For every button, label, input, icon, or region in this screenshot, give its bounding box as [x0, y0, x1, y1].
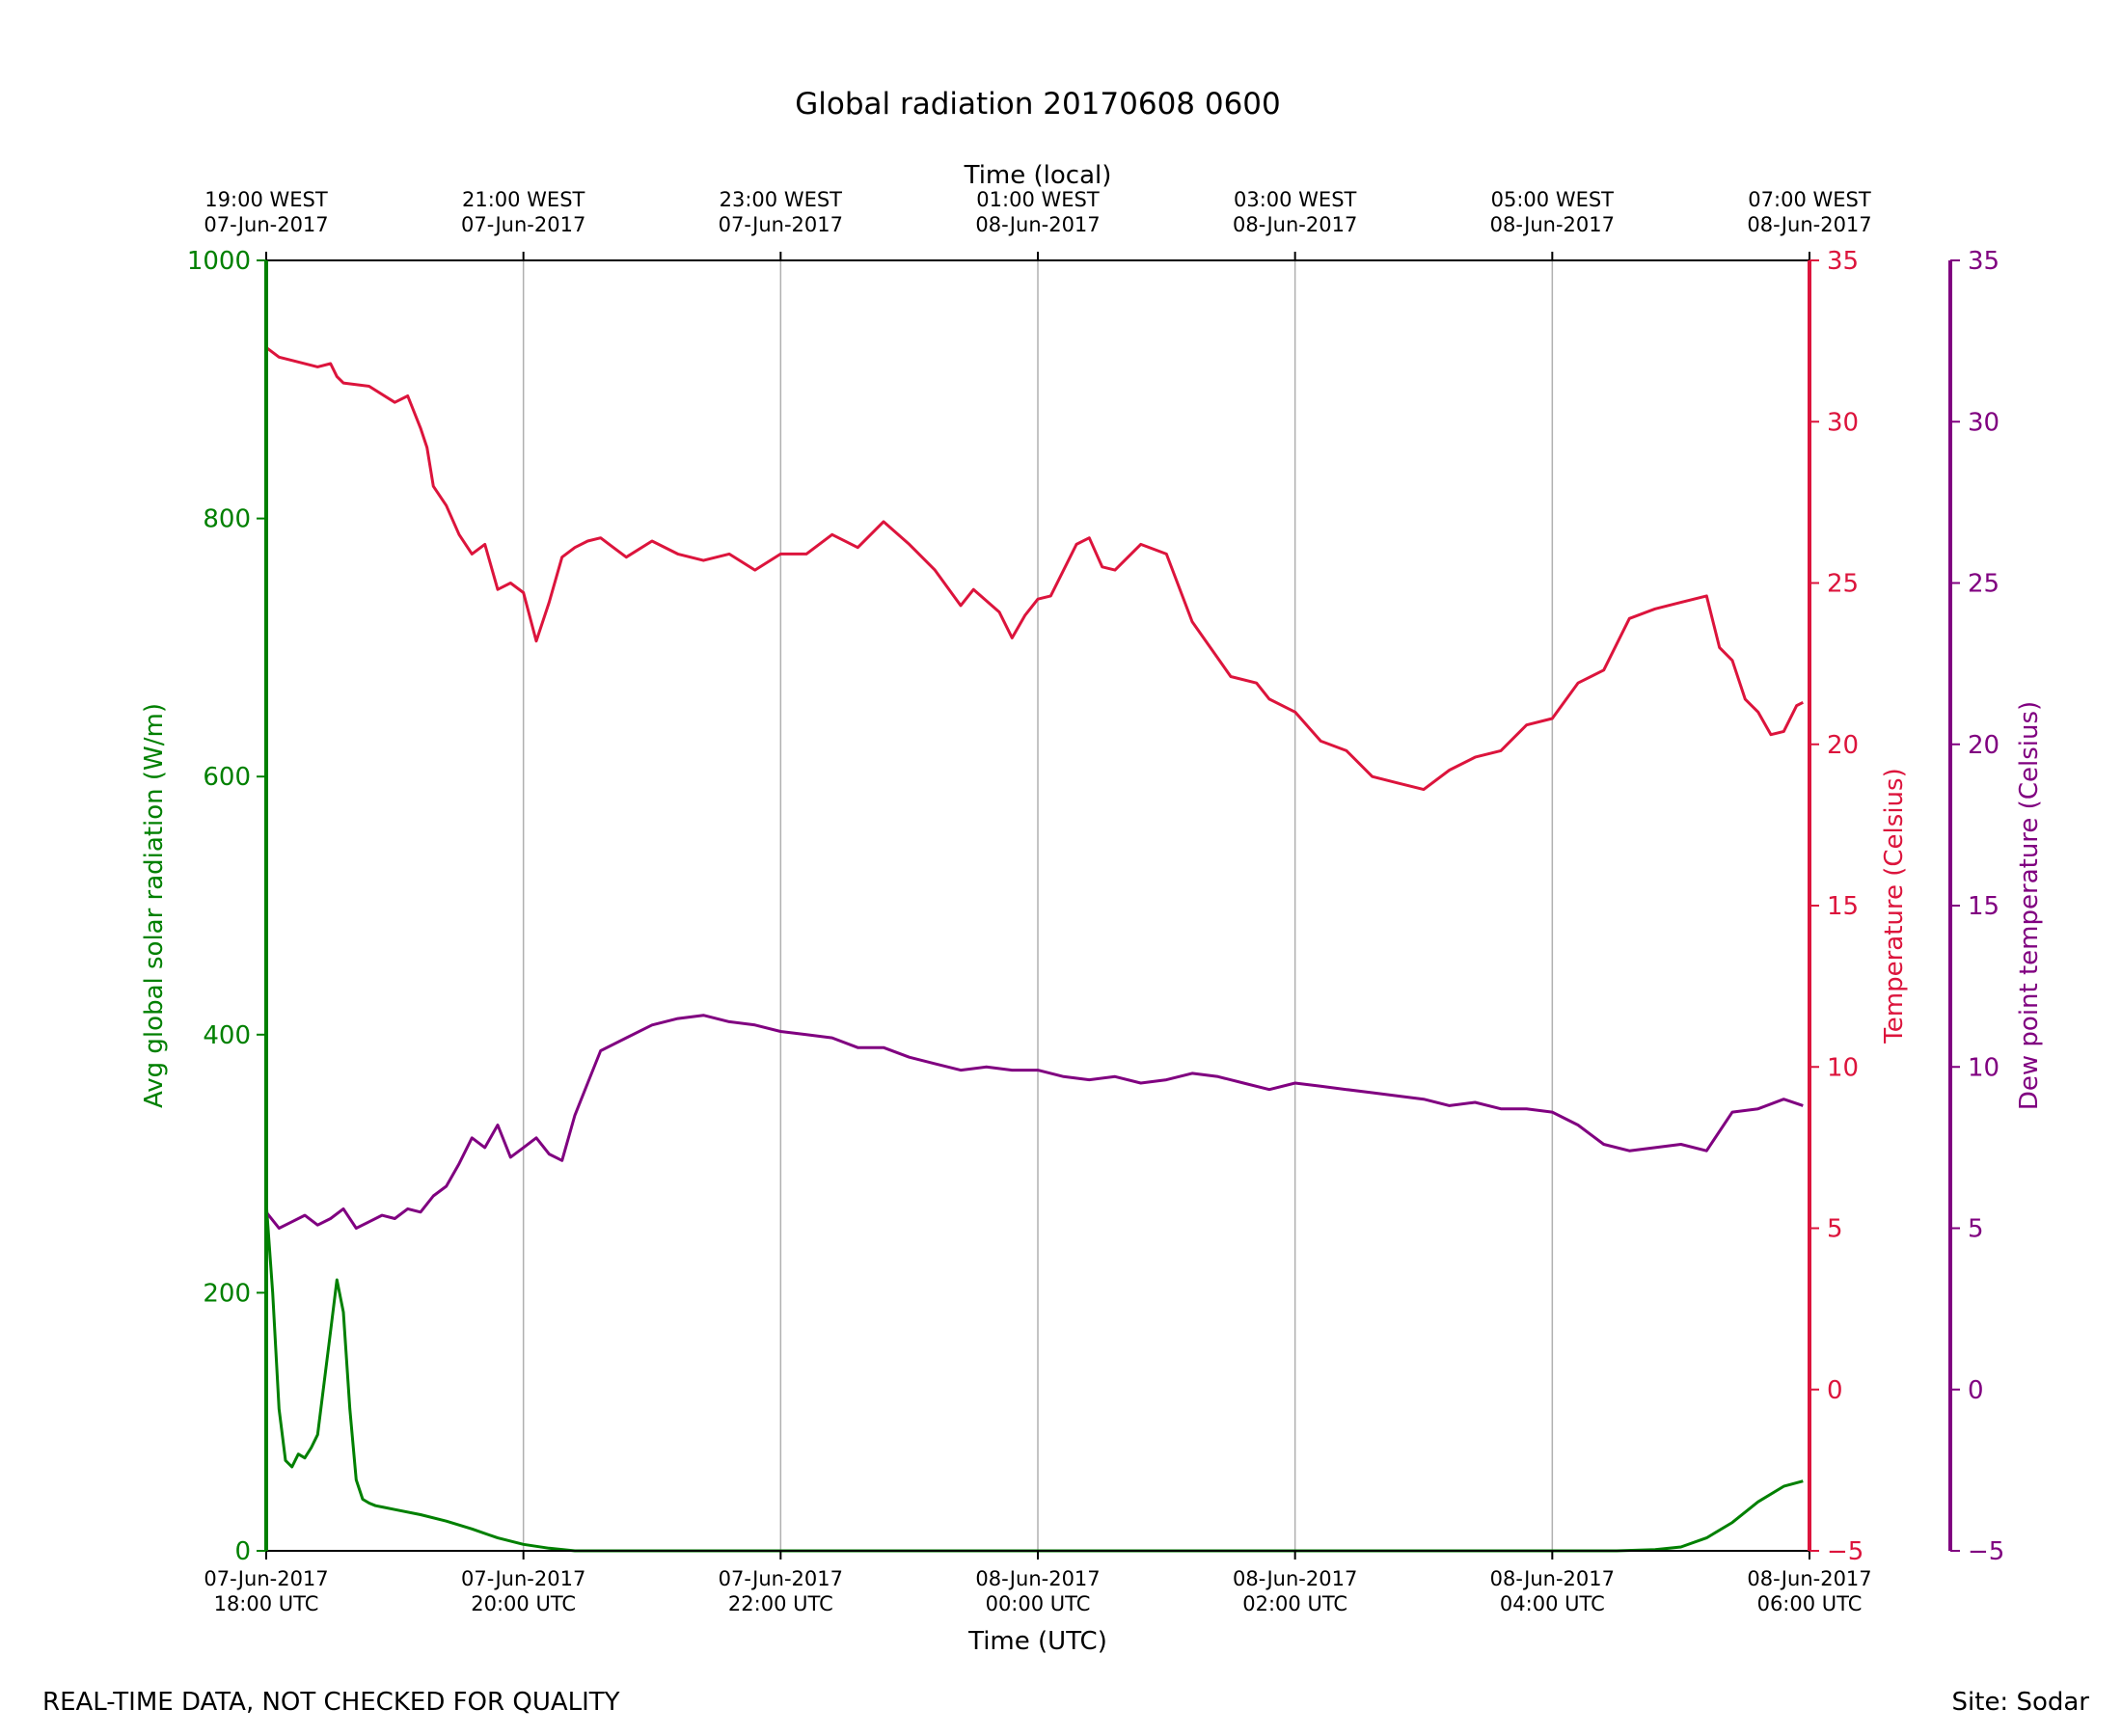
- dewpoint-axis-label: Dew point temperature (Celsius): [2015, 701, 2044, 1110]
- top-tick-time: 23:00 WEST: [720, 188, 843, 211]
- radiation-line: [264, 1202, 1804, 1553]
- bottom-tick-date: 08-Jun-2017: [1747, 1567, 1871, 1590]
- bottom-axis-label: Time (UTC): [967, 1627, 1107, 1656]
- bottom-tick-date: 08-Jun-2017: [1233, 1567, 1357, 1590]
- bottom-tick-time: 06:00 UTC: [1757, 1592, 1863, 1615]
- dewpoint-tick-label: −5: [1968, 1537, 2004, 1566]
- temperature-tick-label: 5: [1827, 1215, 1843, 1244]
- radiation-axis-label: Avg global solar radiation (W/m): [140, 703, 169, 1108]
- temperature-tick-label: 25: [1827, 570, 1859, 599]
- top-tick-date: 07-Jun-2017: [461, 213, 585, 236]
- series-lines: [264, 346, 1804, 1553]
- bottom-tick-time: 02:00 UTC: [1242, 1592, 1347, 1615]
- radiation-tick-label: 0: [234, 1537, 251, 1566]
- bottom-tick-time: 00:00 UTC: [986, 1592, 1091, 1615]
- dewpoint-tick-label: 15: [1968, 892, 2000, 921]
- bottom-tick-time: 04:00 UTC: [1500, 1592, 1605, 1615]
- dewpoint-tick-label: 10: [1968, 1053, 2000, 1082]
- dewpoint-tick-label: 20: [1968, 731, 2000, 760]
- top-tick-time: 05:00 WEST: [1491, 188, 1615, 211]
- temperature-tick-label: 15: [1827, 892, 1859, 921]
- temperature-axis-label: Temperature (Celsius): [1880, 768, 1909, 1044]
- temperature-tick-label: 10: [1827, 1053, 1859, 1082]
- top-axis-label: Time (local): [964, 161, 1112, 190]
- temperature-tick-label: 0: [1827, 1376, 1843, 1405]
- radiation-tick-label: 400: [203, 1021, 251, 1050]
- dewpoint-tick-label: 30: [1968, 408, 2000, 437]
- radiation-tick-label: 1000: [187, 247, 251, 276]
- bottom-tick-date: 08-Jun-2017: [975, 1567, 1100, 1590]
- dewpoint-tick-label: 5: [1968, 1215, 1984, 1244]
- top-tick-date: 08-Jun-2017: [1233, 213, 1357, 236]
- temperature-tick-label: −5: [1827, 1537, 1864, 1566]
- bottom-tick-time: 20:00 UTC: [471, 1592, 576, 1615]
- vertical-grid: [522, 260, 1554, 1551]
- bottom-tick-date: 08-Jun-2017: [1490, 1567, 1615, 1590]
- bottom-tick-time: 18:00 UTC: [214, 1592, 319, 1615]
- temperature-line: [265, 346, 1804, 792]
- top-tick-date: 07-Jun-2017: [204, 213, 328, 236]
- dewpoint-line: [264, 1014, 1804, 1230]
- bottom-tick-time: 22:00 UTC: [728, 1592, 833, 1615]
- top-tick-time: 21:00 WEST: [462, 188, 585, 211]
- top-tick-time: 01:00 WEST: [976, 188, 1100, 211]
- top-tick-date: 07-Jun-2017: [719, 213, 843, 236]
- chart-title: Global radiation 20170608 0600: [795, 87, 1281, 122]
- top-tick-time: 07:00 WEST: [1748, 188, 1871, 211]
- radiation-tick-label: 200: [203, 1279, 251, 1308]
- top-tick-date: 08-Jun-2017: [1747, 213, 1871, 236]
- bottom-tick-date: 07-Jun-2017: [461, 1567, 585, 1590]
- top-tick-date: 08-Jun-2017: [1490, 213, 1615, 236]
- top-tick-time: 03:00 WEST: [1234, 188, 1357, 211]
- top-tick-time: 19:00 WEST: [204, 188, 328, 211]
- temperature-tick-label: 20: [1827, 731, 1859, 760]
- site-label: Site: Sodar: [1952, 1688, 2090, 1717]
- dewpoint-tick-label: 25: [1968, 570, 2000, 599]
- dewpoint-tick-label: 0: [1968, 1376, 1984, 1405]
- top-tick-date: 08-Jun-2017: [975, 213, 1100, 236]
- temperature-tick-label: 30: [1827, 408, 1859, 437]
- bottom-tick-date: 07-Jun-2017: [204, 1567, 328, 1590]
- dewpoint-tick-label: 35: [1968, 247, 2000, 276]
- quality-note: REAL-TIME DATA, NOT CHECKED FOR QUALITY: [42, 1688, 620, 1717]
- temperature-tick-label: 35: [1827, 247, 1859, 276]
- bottom-tick-date: 07-Jun-2017: [719, 1567, 843, 1590]
- radiation-tick-label: 800: [203, 505, 251, 534]
- radiation-tick-label: 600: [203, 763, 251, 792]
